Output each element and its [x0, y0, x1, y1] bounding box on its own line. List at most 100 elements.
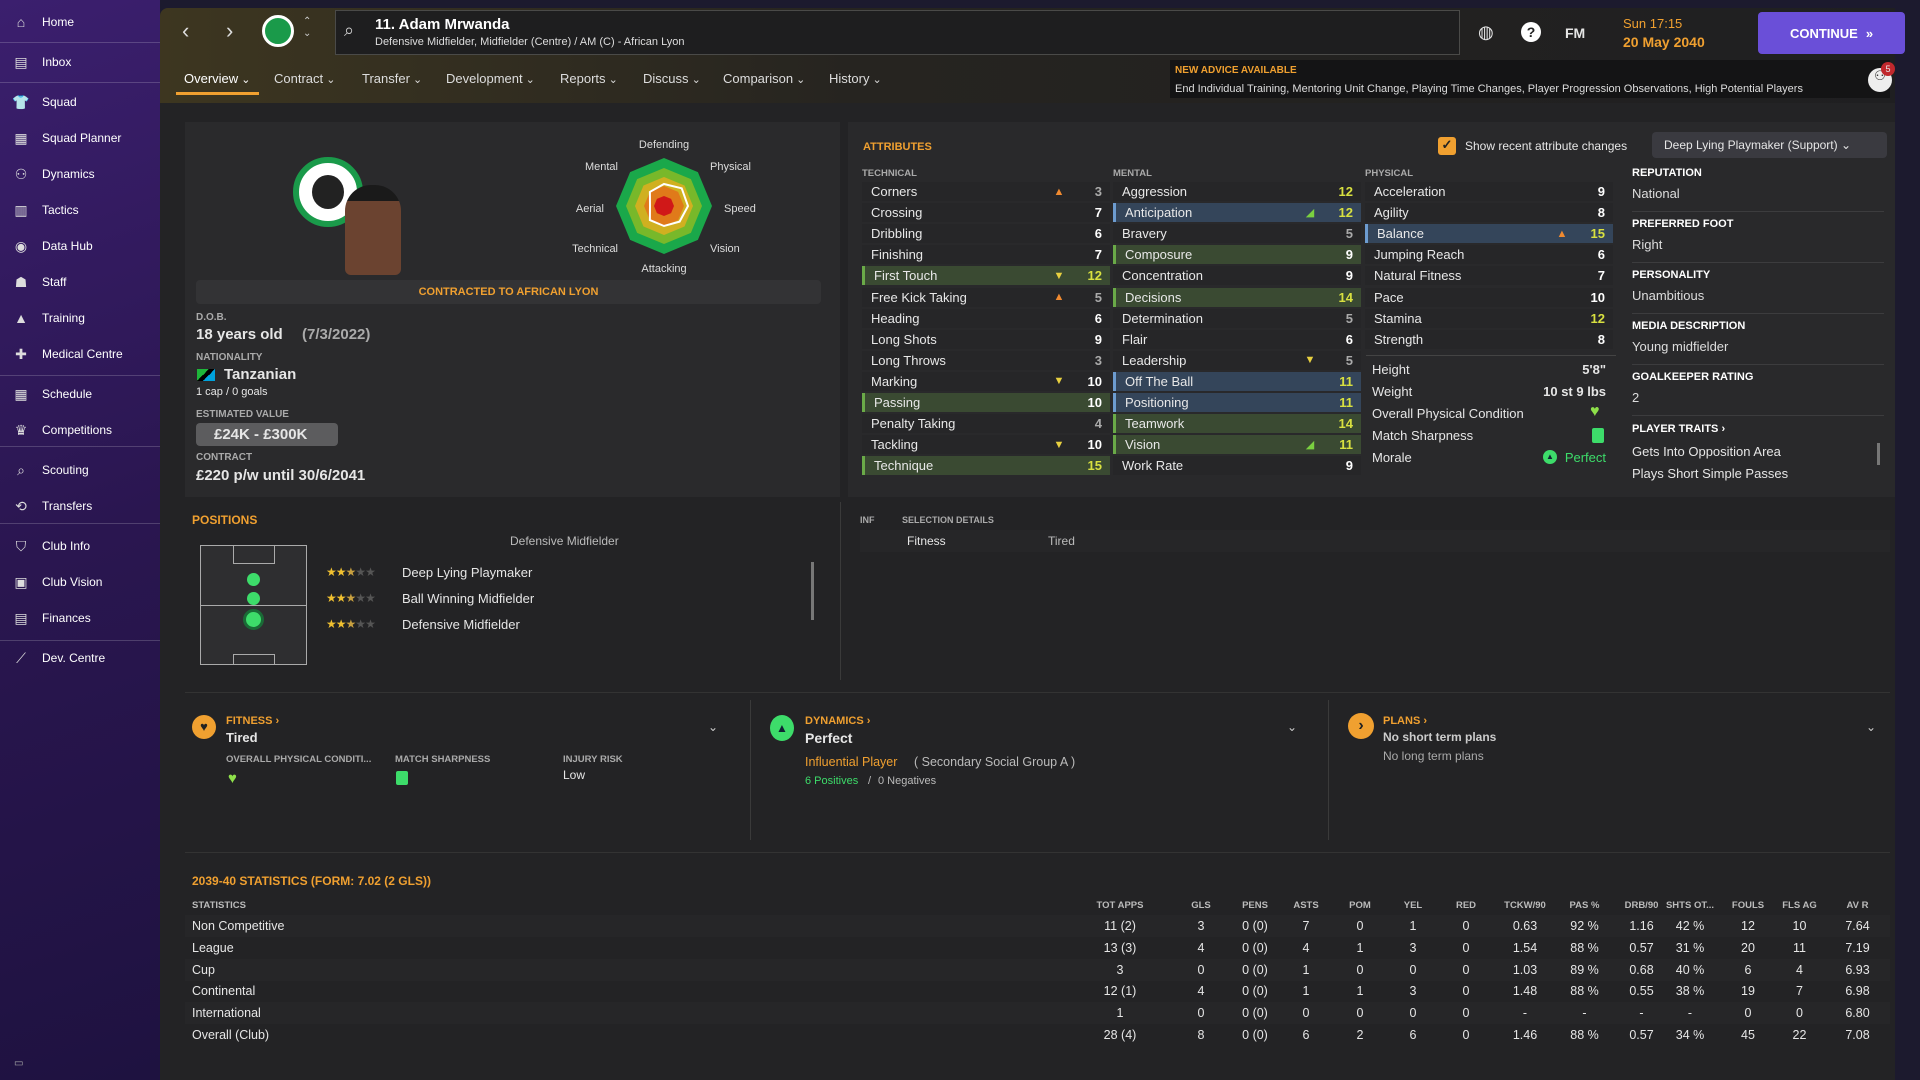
- tab-contract[interactable]: Contract: [274, 71, 335, 86]
- attribute-row[interactable]: Teamwork 14: [1113, 414, 1361, 434]
- sidebar-item-inbox[interactable]: ▤ Inbox: [0, 46, 160, 78]
- tab-comparison[interactable]: Comparison: [723, 71, 805, 86]
- stats-header[interactable]: TOT APPS: [1096, 900, 1144, 911]
- attribute-row[interactable]: First Touch ▼ 12: [862, 266, 1110, 286]
- globe-icon[interactable]: ◍: [1478, 22, 1494, 42]
- tab-reports[interactable]: Reports: [560, 71, 618, 86]
- role-dropdown[interactable]: Deep Lying Playmaker (Support) ⌄: [1652, 132, 1887, 158]
- stats-header[interactable]: SHTS OT...: [1665, 900, 1715, 911]
- stats-header[interactable]: YEL: [1403, 900, 1423, 911]
- attribute-row[interactable]: Work Rate 9: [1113, 456, 1361, 476]
- attribute-row[interactable]: Tackling ▼ 10: [862, 435, 1110, 455]
- attribute-row[interactable]: Free Kick Taking ▲ 5: [862, 287, 1110, 307]
- help-icon[interactable]: ?: [1521, 22, 1541, 42]
- sidebar-item-club-vision[interactable]: ▣ Club Vision: [0, 566, 160, 598]
- sidebar-item-competitions[interactable]: ♛ Competitions: [0, 414, 160, 446]
- attribute-row[interactable]: Decisions 14: [1113, 287, 1361, 307]
- role-name[interactable]: Defensive Midfielder: [402, 617, 520, 632]
- tab-history[interactable]: History: [829, 71, 882, 86]
- sidebar-item-schedule[interactable]: ▦ Schedule: [0, 378, 160, 410]
- sidebar-item-staff[interactable]: ☗ Staff: [0, 266, 160, 298]
- stats-header[interactable]: TCKW/90: [1504, 900, 1546, 911]
- player-traits-link[interactable]: PLAYER TRAITS ›: [1632, 423, 1726, 435]
- fitness-expand-icon[interactable]: ⌄: [708, 720, 719, 734]
- roles-scrollbar[interactable]: [811, 562, 814, 620]
- attribute-row[interactable]: Strength 8: [1365, 329, 1613, 349]
- attribute-row[interactable]: Bravery 5: [1113, 224, 1361, 244]
- stats-header[interactable]: GLS: [1191, 900, 1211, 911]
- sidebar-item-club-info[interactable]: ⛉ Club Info: [0, 530, 160, 562]
- attribute-row[interactable]: Heading 6: [862, 308, 1110, 328]
- tab-transfer[interactable]: Transfer: [362, 71, 422, 86]
- stats-header[interactable]: AV R: [1846, 900, 1869, 911]
- sidebar-item-dynamics[interactable]: ⚇ Dynamics: [0, 158, 160, 190]
- fitness-link[interactable]: FITNESS ›: [226, 715, 280, 727]
- attribute-row[interactable]: Marking ▼ 10: [862, 371, 1110, 391]
- attribute-row[interactable]: Corners ▲ 3: [862, 182, 1110, 201]
- attribute-row[interactable]: Flair 6: [1113, 329, 1361, 349]
- nationality[interactable]: Tanzanian: [224, 366, 297, 383]
- attribute-row[interactable]: Penalty Taking 4: [862, 414, 1110, 434]
- attribute-row[interactable]: Agility 8: [1365, 203, 1613, 223]
- sidebar-item-training[interactable]: ▲ Training: [0, 302, 160, 334]
- attribute-row[interactable]: Long Shots 9: [862, 329, 1110, 349]
- stats-header[interactable]: PAS %: [1569, 900, 1600, 911]
- player-switch-icon[interactable]: ⌃ ⌄: [303, 16, 312, 39]
- attribute-row[interactable]: Passing 10: [862, 393, 1110, 412]
- sidebar-item-dev-centre[interactable]: ⟋ Dev. Centre: [0, 642, 160, 674]
- sidebar-item-tactics[interactable]: ▥ Tactics: [0, 194, 160, 226]
- traits-scrollbar[interactable]: [1877, 443, 1880, 465]
- attribute-row[interactable]: Aggression 12: [1113, 182, 1361, 201]
- attribute-row[interactable]: Natural Fitness 7: [1365, 266, 1613, 286]
- attribute-row[interactable]: Pace 10: [1365, 287, 1613, 307]
- dynamics-link[interactable]: DYNAMICS ›: [805, 715, 871, 727]
- attribute-row[interactable]: Off The Ball 11: [1113, 371, 1361, 391]
- forward-button[interactable]: ›: [226, 18, 234, 43]
- attribute-row[interactable]: Determination 5: [1113, 308, 1361, 328]
- search-box[interactable]: [335, 10, 1460, 55]
- sidebar-item-squad-planner[interactable]: ▦ Squad Planner: [0, 122, 160, 154]
- attribute-row[interactable]: Stamina 12: [1365, 308, 1613, 328]
- stats-header[interactable]: ASTS: [1293, 900, 1319, 911]
- role-name[interactable]: Deep Lying Playmaker: [402, 565, 533, 580]
- stats-header[interactable]: FLS AG: [1782, 900, 1817, 911]
- plans-link[interactable]: PLANS ›: [1383, 715, 1427, 727]
- attribute-row[interactable]: Dribbling 6: [862, 224, 1110, 244]
- stats-header[interactable]: PENS: [1242, 900, 1268, 911]
- attribute-row[interactable]: Positioning 11: [1113, 393, 1361, 412]
- tab-discuss[interactable]: Discuss: [643, 71, 701, 86]
- continue-button[interactable]: CONTINUE »: [1758, 12, 1905, 54]
- sidebar-item-transfers[interactable]: ⟲ Transfers: [0, 490, 160, 522]
- attribute-row[interactable]: Finishing 7: [862, 245, 1110, 265]
- dynamics-expand-icon[interactable]: ⌄: [1287, 720, 1298, 734]
- sidebar-item-scouting[interactable]: ⌕ Scouting: [0, 454, 160, 486]
- attribute-row[interactable]: Jumping Reach 6: [1365, 245, 1613, 265]
- back-button[interactable]: ‹: [182, 18, 190, 43]
- attribute-row[interactable]: Anticipation ◢ 12: [1113, 203, 1361, 223]
- attribute-row[interactable]: Technique 15: [862, 456, 1110, 476]
- show-changes-checkbox[interactable]: ✓: [1438, 137, 1456, 155]
- sidebar-item-medical-centre[interactable]: ✚ Medical Centre: [0, 338, 160, 370]
- feedback-icon[interactable]: ▭: [14, 1058, 24, 1069]
- stats-header[interactable]: FOULS: [1731, 900, 1765, 911]
- sidebar-item-home[interactable]: ⌂ Home: [0, 6, 160, 38]
- club-badge[interactable]: [262, 15, 294, 47]
- search-icon[interactable]: ⌕: [344, 20, 355, 40]
- attribute-row[interactable]: Long Throws 3: [862, 350, 1110, 370]
- attribute-row[interactable]: Crossing 7: [862, 203, 1110, 223]
- stats-header[interactable]: POM: [1349, 900, 1371, 911]
- attribute-row[interactable]: Vision ◢ 11: [1113, 435, 1361, 455]
- attribute-row[interactable]: Composure 9: [1113, 245, 1361, 265]
- sidebar-item-squad[interactable]: 👕 Squad: [0, 86, 160, 118]
- attribute-row[interactable]: Balance ▲ 15: [1365, 224, 1613, 244]
- attribute-row[interactable]: Leadership ▼ 5: [1113, 350, 1361, 370]
- role-name[interactable]: Ball Winning Midfielder: [402, 591, 535, 606]
- stats-header[interactable]: RED: [1455, 900, 1477, 911]
- plans-expand-icon[interactable]: ⌄: [1866, 720, 1877, 734]
- tab-overview[interactable]: Overview: [184, 71, 250, 86]
- sidebar-item-data-hub[interactable]: ◉ Data Hub: [0, 230, 160, 262]
- tab-development[interactable]: Development: [446, 71, 535, 86]
- attribute-row[interactable]: Concentration 9: [1113, 266, 1361, 286]
- stats-header[interactable]: DRB/90: [1624, 900, 1659, 911]
- fm-menu-button[interactable]: FM: [1565, 25, 1586, 41]
